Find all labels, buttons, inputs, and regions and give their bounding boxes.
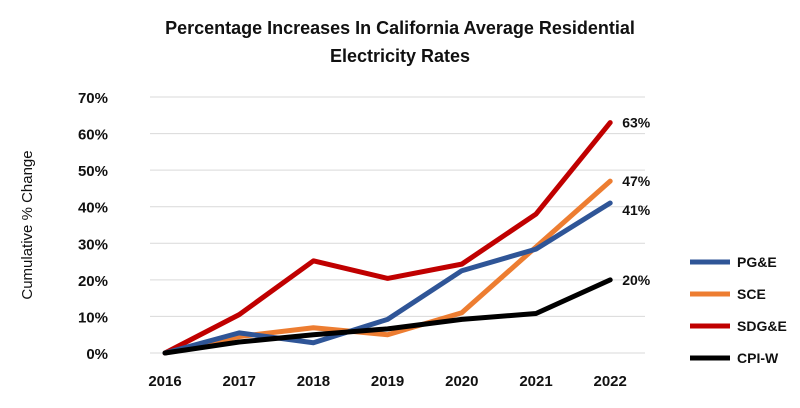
- y-tick-label: 50%: [78, 163, 108, 180]
- y-tick-label: 10%: [78, 309, 108, 326]
- x-tick-label: 2017: [223, 373, 256, 390]
- legend-label: CPI-W: [737, 350, 779, 366]
- x-tick-label: 2021: [519, 373, 552, 390]
- chart-title-line-1: Percentage Increases In California Avera…: [165, 18, 635, 38]
- x-tick-label: 2019: [371, 373, 404, 390]
- y-axis-label: Cumulative % Change: [19, 150, 36, 299]
- series-line-SDG&E: [162, 120, 613, 356]
- y-tick-label: 20%: [78, 273, 108, 290]
- chart-title-line-2: Electricity Rates: [330, 46, 470, 66]
- x-tick-label: 2022: [594, 373, 627, 390]
- series-line-CPI-W: [162, 277, 613, 356]
- y-tick-label: 70%: [78, 90, 108, 107]
- y-tick-label: 0%: [86, 346, 108, 363]
- data-label: 41%: [622, 202, 651, 218]
- data-label: 63%: [622, 115, 651, 131]
- y-tick-label: 60%: [78, 127, 108, 144]
- y-tick-label: 30%: [78, 236, 108, 253]
- x-tick-label: 2016: [148, 373, 181, 390]
- data-label: 20%: [622, 272, 651, 288]
- legend-label: PG&E: [737, 254, 777, 270]
- y-tick-label: 40%: [78, 200, 108, 217]
- legend-label: SCE: [737, 286, 766, 302]
- data-label: 47%: [622, 173, 651, 189]
- x-tick-label: 2018: [297, 373, 330, 390]
- series-line-PG&E: [162, 200, 613, 356]
- legend-label: SDG&E: [737, 318, 787, 334]
- x-tick-label: 2020: [445, 373, 478, 390]
